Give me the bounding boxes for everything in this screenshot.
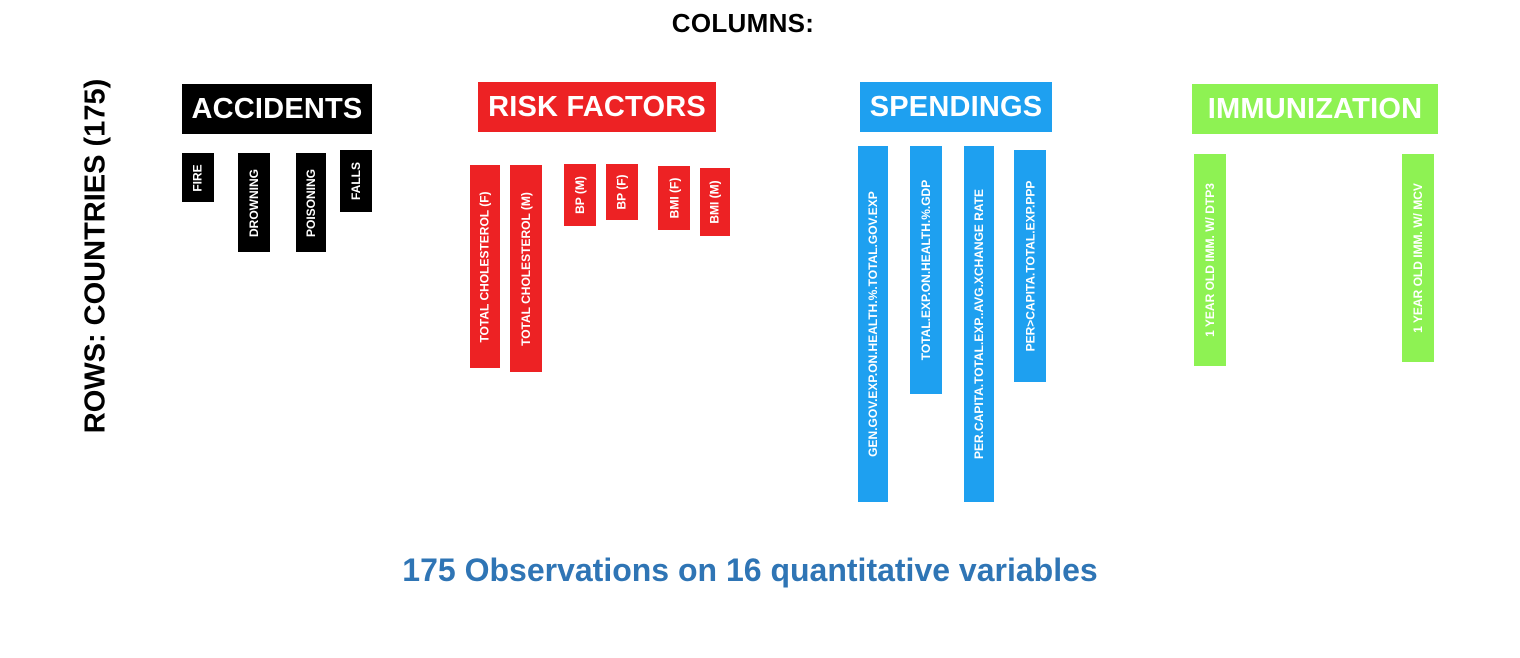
variable-bp-f: BP (F) [606, 164, 638, 220]
risk-factors-header: RISK FACTORS [478, 82, 716, 132]
variable-imm-mcv: 1 YEAR OLD IMM. W/ MCV [1402, 154, 1434, 362]
immunization-header: IMMUNIZATION [1192, 84, 1438, 134]
variable-gen-gov-exp-on-health: GEN.GOV.EXP.ON.HEALTH.%.TOTAL.GOV.EXP [858, 146, 888, 502]
spendings-header: SPENDINGS [860, 82, 1052, 132]
variable-fire: FIRE [182, 153, 214, 202]
variable-bp-m: BP (M) [564, 164, 596, 226]
variable-bmi-m: BMI (M) [700, 168, 730, 236]
variable-poisoning: POISONING [296, 153, 326, 252]
variable-drowning: DROWNING [238, 153, 270, 252]
variable-total-cholesterol-m: TOTAL CHOLESTEROL (M) [510, 165, 542, 372]
variable-imm-dtp3: 1 YEAR OLD IMM. W/ DTP3 [1194, 154, 1226, 366]
accidents-header: ACCIDENTS [182, 84, 372, 134]
variable-total-cholesterol-f: TOTAL CHOLESTEROL (F) [470, 165, 500, 368]
rows-label: ROWS: COUNTRIES (175) [79, 78, 112, 434]
variable-falls: FALLS [340, 150, 372, 212]
variable-per-capita-total-exp-ppp: PER>CAPITA.TOTAL.EXP.PPP [1014, 150, 1046, 382]
variable-per-capita-total-exp-xchange: PER.CAPITA.TOTAL.EXP..AVG.XCHANGE RATE [964, 146, 994, 502]
variable-bmi-f: BMI (F) [658, 166, 690, 230]
columns-title: COLUMNS: [671, 8, 815, 38]
variable-total-exp-on-health-gdp: TOTAL.EXP.ON.HEALTH.%.GDP [910, 146, 942, 394]
footer-summary: 175 Observations on 16 quantitative vari… [402, 552, 1098, 588]
